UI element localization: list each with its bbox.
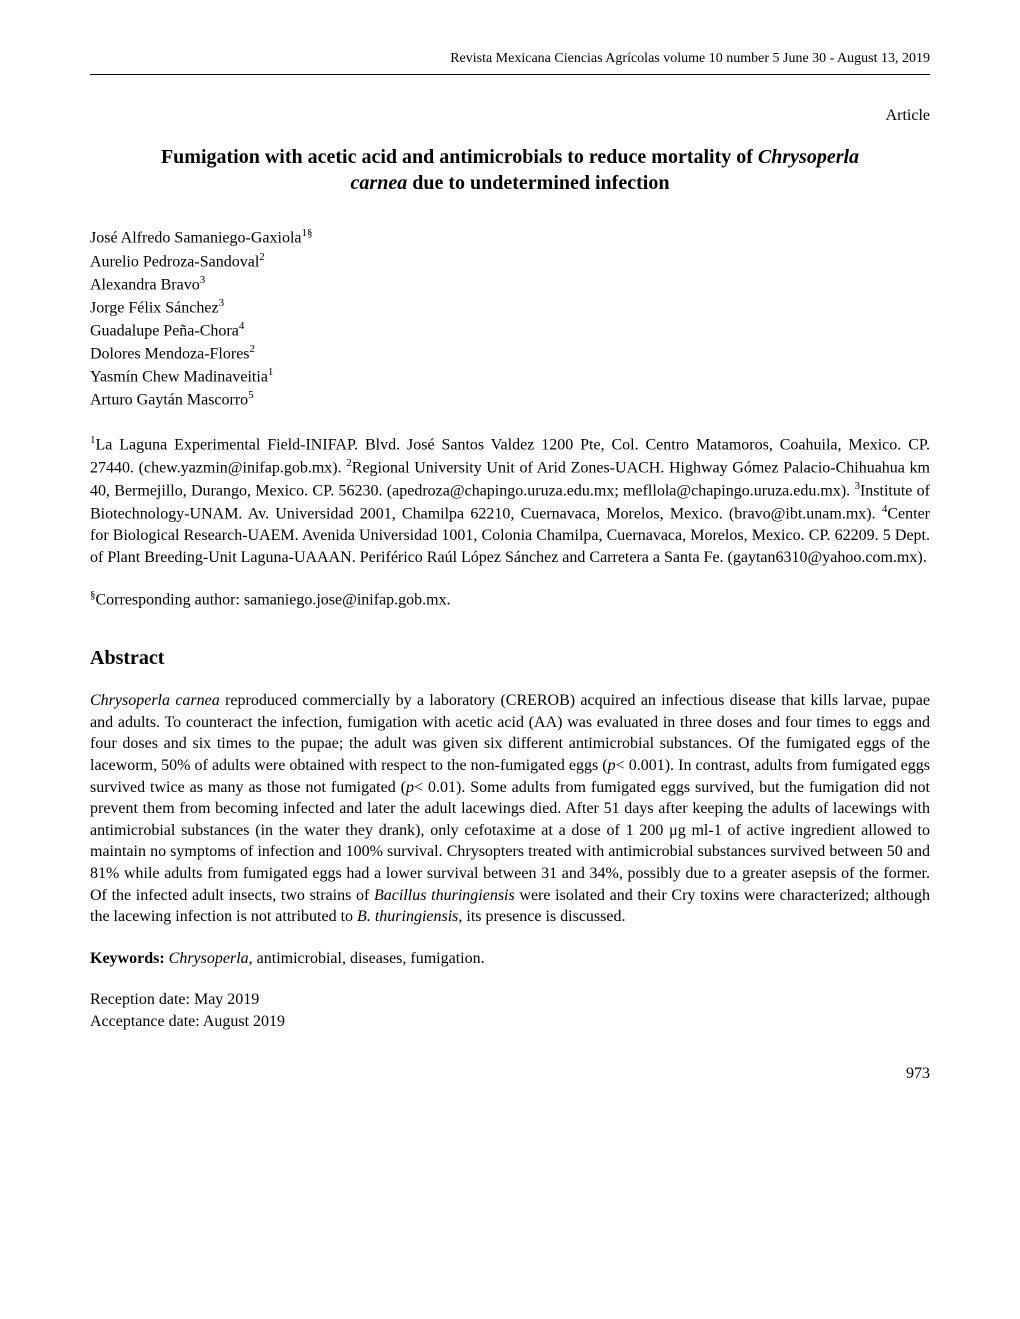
keywords-rest: , antimicrobial, diseases, fumigation.	[249, 950, 485, 967]
abstract-body: Chrysoperla carnea reproduced commercial…	[90, 690, 930, 928]
author: Alexandra Bravo3	[90, 273, 930, 296]
author-sup: 1§	[302, 227, 313, 239]
reception-date: Reception date: May 2019	[90, 989, 930, 1011]
dates-block: Reception date: May 2019 Acceptance date…	[90, 989, 930, 1032]
abstract-heading: Abstract	[90, 645, 930, 672]
author-sup: 3	[219, 297, 225, 309]
author-name: Jorge Félix Sánchez	[90, 299, 219, 316]
page-number: 973	[90, 1063, 930, 1085]
corr-text: Corresponding author: samaniego.jose@ini…	[96, 592, 451, 609]
author-sup: 2	[259, 251, 265, 263]
author-name: Aurelio Pedroza-Sandoval	[90, 253, 259, 270]
header-rule	[90, 74, 930, 75]
abstract-text: , its presence is discussed.	[458, 908, 625, 925]
author: Dolores Mendoza-Flores2	[90, 342, 930, 365]
article-label: Article	[90, 105, 930, 127]
authors-block: José Alfredo Samaniego-Gaxiola1§ Aurelio…	[90, 226, 930, 411]
abstract-pvalue: p	[406, 779, 414, 796]
author: José Alfredo Samaniego-Gaxiola1§	[90, 226, 930, 249]
acceptance-date: Acceptance date: August 2019	[90, 1011, 930, 1033]
corresponding-author: §Corresponding author: samaniego.jose@in…	[90, 588, 930, 611]
author: Aurelio Pedroza-Sandoval2	[90, 250, 930, 273]
abstract-species: B. thuringiensis	[357, 908, 458, 925]
title-suffix: due to undetermined infection	[407, 172, 669, 194]
author: Arturo Gaytán Mascorro5	[90, 388, 930, 411]
article-title: Fumigation with acetic acid and antimicr…	[140, 144, 880, 196]
keywords-italic: Chrysoperla	[169, 950, 249, 967]
author-sup: 3	[200, 274, 206, 286]
author-name: Yasmín Chew Madinaveitia	[90, 369, 268, 386]
keywords-line: Keywords: Chrysoperla, antimicrobial, di…	[90, 948, 930, 970]
title-prefix: Fumigation with acetic acid and antimicr…	[161, 146, 758, 168]
affiliations-block: 1La Laguna Experimental Field-INIFAP. Bl…	[90, 433, 930, 568]
author-name: Guadalupe Peña-Chora	[90, 322, 239, 339]
author-sup: 1	[268, 366, 274, 378]
author: Guadalupe Peña-Chora4	[90, 319, 930, 342]
author-name: Arturo Gaytán Mascorro	[90, 392, 248, 409]
author-name: Alexandra Bravo	[90, 276, 200, 293]
abstract-sup: -1	[708, 822, 721, 839]
author-sup: 2	[250, 343, 256, 355]
author: Jorge Félix Sánchez3	[90, 296, 930, 319]
abstract-species: Chrysoperla carnea	[90, 692, 220, 709]
author-sup: 5	[248, 389, 254, 401]
abstract-species: Bacillus thuringiensis	[374, 887, 515, 904]
journal-header: Revista Mexicana Ciencias Agrícolas volu…	[90, 50, 930, 69]
author: Yasmín Chew Madinaveitia1	[90, 365, 930, 388]
author-sup: 4	[239, 320, 245, 332]
keywords-label: Keywords:	[90, 950, 169, 967]
author-name: Dolores Mendoza-Flores	[90, 345, 250, 362]
author-name: José Alfredo Samaniego-Gaxiola	[90, 230, 302, 247]
abstract-pvalue: p	[608, 757, 616, 774]
